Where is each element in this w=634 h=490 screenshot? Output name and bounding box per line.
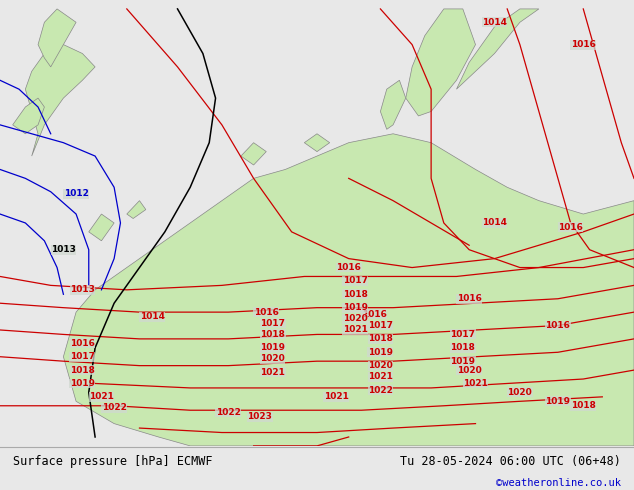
- Text: 1012: 1012: [63, 190, 89, 198]
- Polygon shape: [38, 9, 76, 67]
- Polygon shape: [127, 201, 146, 219]
- Text: 1018: 1018: [571, 401, 596, 410]
- Text: 1016: 1016: [558, 223, 583, 232]
- Text: 1016: 1016: [361, 310, 387, 319]
- Text: 1017: 1017: [260, 319, 285, 328]
- Polygon shape: [13, 98, 44, 134]
- Text: 1016: 1016: [545, 321, 571, 330]
- Text: 1016: 1016: [336, 263, 361, 272]
- Polygon shape: [304, 134, 330, 151]
- Text: 1017: 1017: [368, 321, 393, 330]
- Text: 1020: 1020: [260, 354, 285, 364]
- Text: ©weatheronline.co.uk: ©weatheronline.co.uk: [496, 478, 621, 489]
- Text: 1018: 1018: [342, 290, 368, 299]
- Text: Tu 28-05-2024 06:00 UTC (06+48): Tu 28-05-2024 06:00 UTC (06+48): [401, 455, 621, 468]
- Text: 1018: 1018: [368, 334, 393, 343]
- Text: 1019: 1019: [70, 379, 95, 388]
- Text: 1020: 1020: [456, 366, 482, 374]
- Text: 1021: 1021: [368, 372, 393, 381]
- Text: 1022: 1022: [368, 386, 393, 394]
- Text: 1014: 1014: [482, 219, 507, 227]
- Text: 1019: 1019: [368, 348, 393, 357]
- Text: 1022: 1022: [101, 403, 127, 413]
- Text: 1019: 1019: [450, 357, 476, 366]
- Text: 1017: 1017: [342, 276, 368, 285]
- Text: 1020: 1020: [507, 388, 533, 397]
- Text: 1020: 1020: [368, 361, 393, 370]
- Text: 1019: 1019: [260, 343, 285, 352]
- Polygon shape: [63, 134, 634, 446]
- Text: 1014: 1014: [139, 312, 165, 321]
- Polygon shape: [380, 80, 406, 129]
- Text: 1018: 1018: [450, 343, 476, 352]
- Text: 1021: 1021: [260, 368, 285, 377]
- Text: 1013: 1013: [70, 285, 95, 294]
- Text: 1021: 1021: [342, 325, 368, 335]
- Text: 1014: 1014: [482, 18, 507, 27]
- Text: 1016: 1016: [254, 308, 279, 317]
- Polygon shape: [406, 9, 476, 116]
- Text: 1017: 1017: [70, 352, 95, 361]
- Text: 1013: 1013: [51, 245, 76, 254]
- Polygon shape: [25, 45, 95, 156]
- Text: 1021: 1021: [89, 392, 114, 401]
- Polygon shape: [456, 9, 539, 89]
- Text: 1023: 1023: [247, 413, 273, 421]
- Text: 1019: 1019: [342, 303, 368, 312]
- Polygon shape: [89, 214, 114, 241]
- Text: 1021: 1021: [323, 392, 349, 401]
- Text: Surface pressure [hPa] ECMWF: Surface pressure [hPa] ECMWF: [13, 455, 212, 468]
- Text: 1020: 1020: [342, 314, 368, 323]
- Text: 1016: 1016: [70, 339, 95, 348]
- Text: 1016: 1016: [456, 294, 482, 303]
- Text: 1016: 1016: [571, 40, 596, 49]
- Polygon shape: [241, 143, 266, 165]
- Text: 1022: 1022: [216, 408, 241, 417]
- Text: 1019: 1019: [545, 397, 571, 406]
- Text: 1018: 1018: [260, 330, 285, 339]
- Text: 1018: 1018: [70, 366, 95, 374]
- Text: 1021: 1021: [463, 379, 488, 388]
- Text: 1017: 1017: [450, 330, 476, 339]
